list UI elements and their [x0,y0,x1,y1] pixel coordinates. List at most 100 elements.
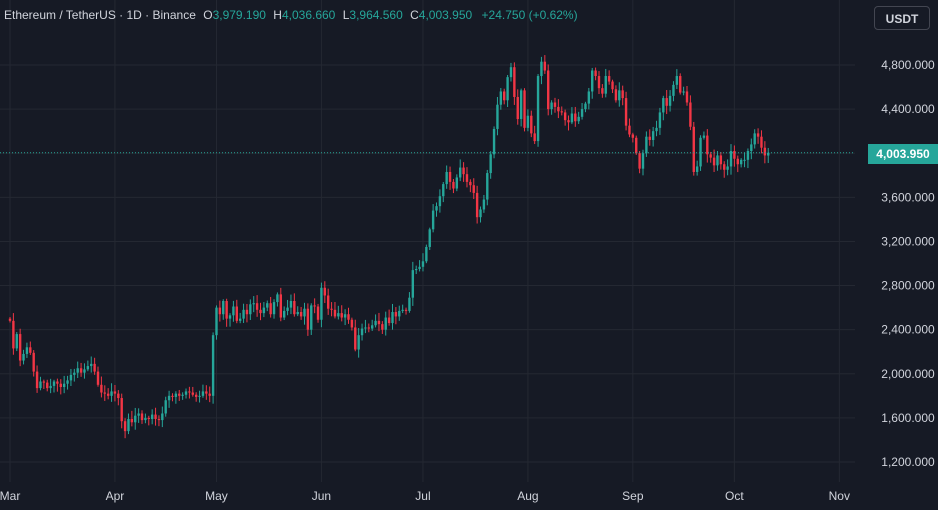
candle-body [503,91,506,101]
candle-body [679,76,682,93]
chart-legend: Ethereum / TetherUS · 1D · Binance O3,97… [4,8,578,22]
candle-body [333,309,337,317]
candle-body [668,95,672,106]
candle-body [52,381,56,386]
candle-body [733,151,736,159]
candle-body [211,335,215,396]
candle-body [431,210,435,230]
candle-body [702,135,706,138]
time-tick-label: Sep [622,489,644,503]
candle-body [370,325,374,329]
candle-body [296,312,299,315]
currency-button[interactable]: USDT [874,6,930,30]
candle-body [262,307,266,314]
candle-body [83,369,86,373]
candle-body [228,315,232,319]
candle-body [547,70,550,110]
candle-body [123,421,127,432]
candle-body [374,320,377,326]
candle-body [628,125,631,135]
time-tick-label: Apr [106,489,125,503]
candle-body [438,196,442,207]
candle-body [672,84,675,96]
candle-body [618,90,621,101]
candle-body [360,328,364,336]
candle-body [255,303,259,310]
candle-body [381,324,384,330]
open-label: O [203,8,213,22]
candle-body [689,102,692,127]
candle-body [746,151,750,160]
candle-body [675,76,679,85]
candle-body [706,135,709,155]
candle-body [753,133,756,145]
candle-body [712,157,716,166]
candle-body [479,209,482,218]
candle-body [106,393,110,396]
candle-body [29,347,32,353]
candle-body [631,134,635,138]
candle-body [692,126,695,172]
candle-body [225,300,228,319]
candle-body [594,70,597,77]
candle-body [252,303,255,305]
candle-body [655,127,658,132]
candle-body [553,102,557,107]
candle-body [364,327,367,329]
candle-body [462,167,465,175]
candle-body [42,381,46,383]
open-value: 3,979.190 [212,8,266,22]
candle-body [418,266,421,270]
time-tick-label: Jun [312,489,331,503]
candle-body [276,294,279,303]
price-tick-label: 2,800.000 [881,279,935,293]
candle-body [695,166,699,172]
candle-body [367,327,371,329]
candle-body [357,335,360,350]
candle-body [320,287,323,320]
change-value: +24.750 (+0.62%) [481,8,578,22]
price-tick-label: 4,800.000 [881,58,935,72]
candle-body [347,314,350,320]
candle-body [651,131,655,140]
candle-body [127,418,130,432]
candle-body [607,76,611,82]
candle-body [550,102,553,110]
time-tick-label: Nov [829,489,850,503]
candle-body [726,166,729,170]
candle-body [685,91,689,103]
candle-body [184,391,188,395]
candle-body [69,374,73,381]
time-tick-label: Oct [725,489,744,503]
candle-series [8,55,770,439]
candle-body [313,305,316,307]
candle-body [716,155,719,166]
candle-body [140,413,144,421]
candle-body [415,269,418,271]
candle-body [174,393,178,397]
candle-body [289,300,293,308]
candle-body [86,366,90,370]
price-tick-label: 1,600.000 [881,411,935,425]
candle-body [570,113,574,123]
candle-body [442,184,445,197]
candle-body [506,77,509,101]
candle-body [343,314,347,318]
candle-body [648,136,651,140]
candle-body [120,398,123,422]
candle-body [394,312,398,317]
candle-body [35,371,39,389]
candle-body [25,347,29,354]
candle-body [18,334,22,361]
candle-body [137,413,140,416]
candle-body [455,177,459,189]
candle-body [76,368,79,373]
candle-body [62,383,66,388]
candle-body [110,391,113,396]
price-axis[interactable]: 1,200.000 1,600.000 2,000.000 2,400.000 2,80… [881,58,935,469]
candle-body [638,153,641,169]
candle-body [279,294,282,318]
candle-body [93,363,96,372]
time-axis[interactable]: Mar Apr May Jun Jul Aug Sep Oct Nov [0,489,850,503]
